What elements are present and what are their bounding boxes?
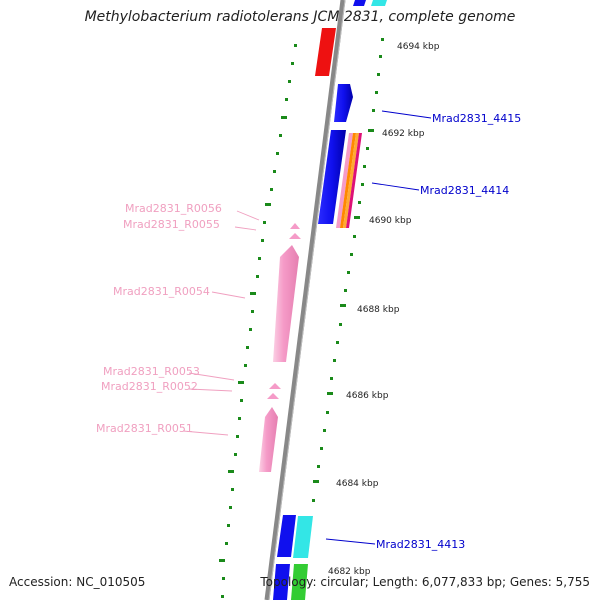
cds-stripe-pink[interactable] [336, 133, 353, 228]
gene-label-4415[interactable]: Mrad2831_4415 [432, 112, 521, 125]
tick-label-4684: 4684 kbp [336, 479, 379, 489]
cds-cyan-top[interactable] [371, 0, 387, 6]
cds-stripe-red[interactable] [346, 133, 362, 228]
gene-label-4414[interactable]: Mrad2831_4414 [420, 184, 509, 197]
topology-text: Topology: circular; Length: 6,077,833 bp… [260, 575, 590, 589]
scale-ring-left [219, 44, 297, 598]
cds-blue-4413[interactable] [277, 515, 296, 557]
cds-blue-4414[interactable] [318, 130, 346, 224]
rna-label-r0052[interactable]: Mrad2831_R0052 [101, 380, 198, 393]
tick-label-4688: 4688 kbp [357, 305, 400, 315]
backbone-highlight [268, 0, 346, 600]
tick-label-4690: 4690 kbp [369, 216, 412, 226]
rna-label-r0054[interactable]: Mrad2831_R0054 [113, 285, 210, 298]
rna-label-r0056[interactable]: Mrad2831_R0056 [125, 202, 222, 215]
cds-stripe-orange-2[interactable] [343, 133, 359, 228]
tick-label-4686: 4686 kbp [346, 391, 389, 401]
leaders-right [325, 110, 432, 545]
gene-label-4413[interactable]: Mrad2831_4413 [376, 538, 465, 551]
tick-label-4692: 4692 kbp [382, 129, 425, 139]
rna-r0056[interactable] [290, 223, 300, 229]
cds-stripe-orange-1[interactable] [340, 133, 356, 228]
accession-text: Accession: NC_010505 [9, 575, 146, 589]
cds-cyan-4413[interactable] [293, 516, 313, 558]
cds-blue-top[interactable] [353, 0, 366, 6]
rna-label-r0055[interactable]: Mrad2831_R0055 [123, 218, 220, 231]
map-title: Methylobacterium radiotolerans JCM 2831,… [84, 9, 516, 25]
cds-blue-4415[interactable] [334, 84, 353, 122]
cds-blue-bottom[interactable] [273, 564, 290, 600]
cds-red[interactable] [315, 28, 336, 76]
cds-green-bottom[interactable] [291, 564, 308, 600]
tick-label-4682: 4682 kbp [328, 567, 371, 577]
tick-label-4694: 4694 kbp [397, 42, 440, 52]
rna-r0055[interactable] [289, 233, 301, 239]
leaders-left [182, 210, 260, 436]
rna-r0054[interactable] [273, 245, 299, 362]
rna-r0053[interactable] [269, 383, 281, 389]
backbone [264, 0, 346, 600]
rna-label-r0053[interactable]: Mrad2831_R0053 [103, 365, 200, 378]
rna-r0051[interactable] [259, 407, 278, 472]
rna-r0052[interactable] [267, 393, 279, 399]
rna-label-r0051[interactable]: Mrad2831_R0051 [96, 422, 193, 435]
